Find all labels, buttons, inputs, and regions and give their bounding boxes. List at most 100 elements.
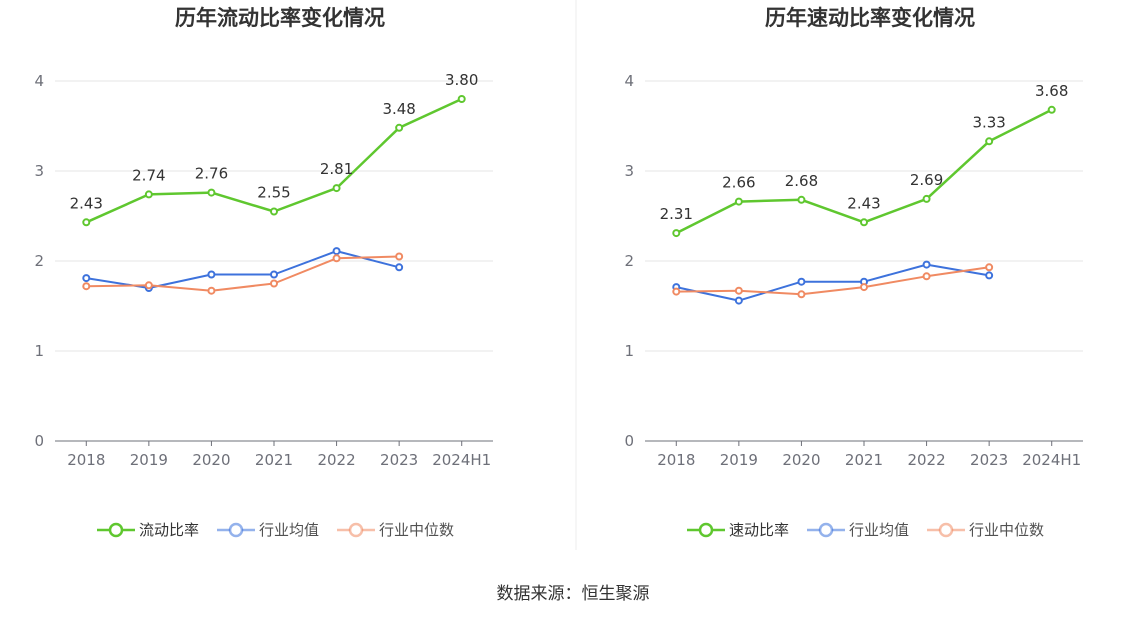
data-label: 2.81 (320, 160, 353, 178)
legend-marker-icon (348, 522, 364, 538)
x-tick-label: 2023 (380, 451, 418, 469)
x-tick-label: 2021 (255, 451, 293, 469)
x-tick-label: 2024H1 (432, 451, 491, 469)
legend-label: 行业中位数 (969, 521, 1044, 539)
y-tick-label: 1 (34, 342, 44, 360)
data-point (82, 218, 91, 227)
legend-item: 行业均值 (217, 521, 319, 539)
y-tick-label: 3 (624, 162, 634, 180)
data-label: 3.80 (445, 71, 478, 89)
y-tick-label: 4 (624, 72, 634, 90)
data-label: 3.68 (1035, 82, 1068, 100)
legend-label: 行业均值 (849, 521, 909, 539)
data-label: 2.43 (847, 194, 880, 212)
data-point (1047, 105, 1056, 114)
legend-item: 行业均值 (807, 521, 909, 539)
legend-marker-icon (818, 522, 834, 538)
data-point (922, 194, 931, 203)
data-point (332, 254, 341, 263)
legend-marker-icon (938, 522, 954, 538)
legend-item: 行业中位数 (337, 521, 454, 539)
data-label: 2.69 (910, 171, 943, 189)
legend-marker-icon (108, 522, 124, 538)
data-point (734, 286, 743, 295)
series-line (86, 255, 400, 292)
series-line (676, 263, 990, 302)
data-label: 3.48 (382, 100, 415, 118)
x-tick-label: 2022 (907, 451, 945, 469)
legend-label: 流动比率 (139, 521, 199, 539)
data-point (672, 287, 681, 296)
data-point (270, 270, 278, 279)
data-point (270, 207, 278, 216)
data-point (395, 263, 404, 272)
data-point (797, 277, 806, 286)
data-source: 数据来源：恒生聚源 (497, 584, 650, 604)
x-tick-label: 2022 (317, 451, 355, 469)
x-tick-label: 2018 (657, 451, 695, 469)
y-tick-label: 0 (624, 432, 634, 450)
y-tick-label: 1 (624, 342, 634, 360)
data-point (985, 271, 994, 280)
data-point (332, 184, 341, 193)
data-point (985, 137, 994, 146)
legend-item: 速动比率 (687, 521, 789, 539)
data-point (922, 272, 931, 281)
data-point (270, 279, 278, 288)
data-point (395, 123, 404, 132)
data-point (144, 281, 153, 290)
chart-title: 历年流动比率变化情况 (175, 6, 385, 30)
data-label: 2.66 (722, 174, 755, 192)
data-point (797, 195, 806, 204)
data-point (207, 188, 216, 197)
data-point (207, 286, 216, 295)
x-tick-label: 2024H1 (1022, 451, 1081, 469)
x-tick-label: 2019 (720, 451, 758, 469)
x-tick-label: 2023 (970, 451, 1008, 469)
data-point (144, 190, 153, 199)
legend-item: 行业中位数 (927, 521, 1044, 539)
x-tick-label: 2019 (130, 451, 168, 469)
data-point (985, 263, 994, 272)
y-tick-label: 4 (34, 72, 44, 90)
data-point (82, 282, 91, 291)
series-line (86, 250, 400, 289)
data-label: 2.31 (660, 205, 693, 223)
data-point (457, 95, 466, 103)
data-point (207, 270, 216, 279)
data-point (797, 290, 806, 299)
legend-label: 速动比率 (729, 521, 789, 539)
data-point (672, 229, 681, 238)
y-tick-label: 2 (34, 252, 44, 270)
legend-marker-icon (228, 522, 244, 538)
x-tick-label: 2020 (782, 451, 820, 469)
x-tick-label: 2018 (67, 451, 105, 469)
y-tick-label: 3 (34, 162, 44, 180)
legend-label: 行业中位数 (379, 521, 454, 539)
data-point (734, 296, 743, 305)
series-line (676, 266, 990, 296)
data-point (860, 218, 868, 227)
x-tick-label: 2021 (845, 451, 883, 469)
legend-item: 流动比率 (97, 521, 199, 539)
data-point (332, 247, 341, 256)
data-point (395, 252, 404, 261)
data-point (922, 260, 931, 269)
data-label: 2.43 (70, 194, 103, 212)
y-tick-label: 0 (34, 432, 44, 450)
x-tick-label: 2020 (192, 451, 230, 469)
data-label: 2.68 (785, 172, 818, 190)
data-point (734, 197, 743, 206)
quick-ratio-chart: 历年速动比率变化情况 0 1 2 3 4 2018 2019 2020 2021 2022 2023 2… (624, 6, 1083, 539)
y-tick-label: 2 (624, 252, 634, 270)
data-label: 2.55 (257, 184, 290, 202)
current-ratio-chart: 历年流动比率变化情况 0 1 2 3 4 2018 2019 2020 2021 2022 2023 2… (34, 6, 493, 539)
legend-label: 行业均值 (259, 521, 319, 539)
data-label: 2.74 (132, 166, 165, 184)
data-point (82, 274, 91, 283)
legend-marker-icon (698, 522, 714, 538)
data-point (860, 283, 868, 292)
data-label: 2.76 (195, 165, 228, 183)
data-label: 3.33 (972, 113, 1005, 131)
